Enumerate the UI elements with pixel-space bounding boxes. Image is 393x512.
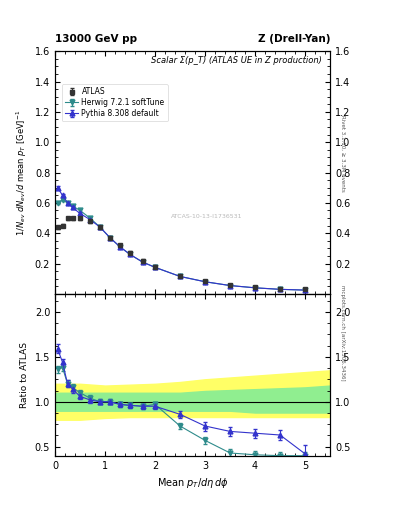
Text: Rivet 3.1.10, ≥ 3.3M events: Rivet 3.1.10, ≥ 3.3M events xyxy=(340,115,345,192)
Y-axis label: $1/N_{ev}$ $dN_{ev}/d$ mean $p_T$ [GeV]$^{-1}$: $1/N_{ev}$ $dN_{ev}/d$ mean $p_T$ [GeV]$… xyxy=(15,110,29,236)
Text: Scalar Σ(p_T) (ATLAS UE in Z production): Scalar Σ(p_T) (ATLAS UE in Z production) xyxy=(151,56,322,65)
Legend: ATLAS, Herwig 7.2.1 softTune, Pythia 8.308 default: ATLAS, Herwig 7.2.1 softTune, Pythia 8.3… xyxy=(62,84,168,121)
X-axis label: Mean $p_T/d\eta\,d\phi$: Mean $p_T/d\eta\,d\phi$ xyxy=(157,476,228,490)
Text: mcplots.cern.ch [arXiv:1306.3436]: mcplots.cern.ch [arXiv:1306.3436] xyxy=(340,285,345,380)
Text: Z (Drell-Yan): Z (Drell-Yan) xyxy=(258,33,330,44)
Y-axis label: Ratio to ATLAS: Ratio to ATLAS xyxy=(20,342,29,408)
Text: ATCAS-10-13-I1736531: ATCAS-10-13-I1736531 xyxy=(171,214,242,219)
Text: 13000 GeV pp: 13000 GeV pp xyxy=(55,33,137,44)
